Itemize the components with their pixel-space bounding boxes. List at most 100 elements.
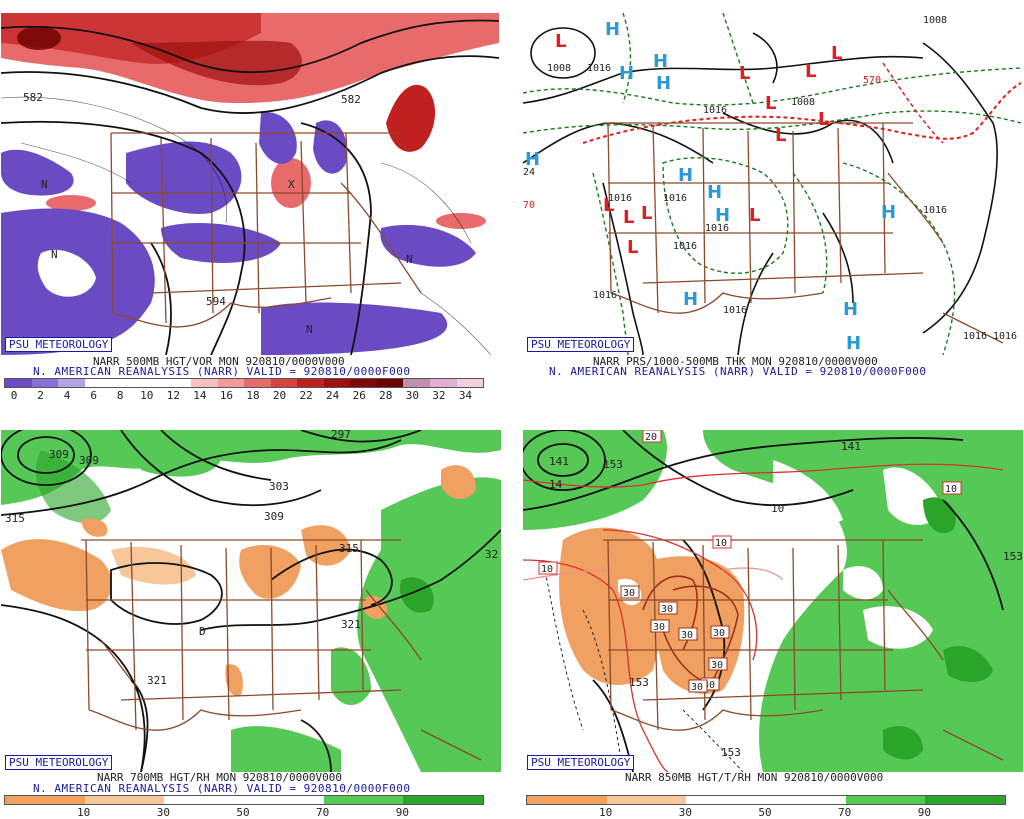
colorbar-tick-label: 18 [246, 389, 260, 402]
isobar-label: 1008 [547, 63, 571, 74]
high-pressure-marker: H [707, 182, 722, 203]
svg-text:10: 10 [715, 538, 727, 549]
brand-badge: PSU METEOROLOGY [527, 755, 635, 770]
colorbar-segment [244, 796, 324, 804]
panel-title-line2: N. AMERICAN REANALYSIS (NARR) VALID = 92… [33, 782, 411, 795]
isobar-label: 1016 [705, 223, 729, 234]
colorbar-tick-label: 6 [90, 389, 97, 402]
height-label: 153 [629, 676, 649, 689]
colorbar-segment [430, 379, 457, 387]
low-pressure-marker: L [775, 125, 786, 146]
colorbar-segment [84, 379, 112, 387]
colorbar-tick-label: 90 [395, 806, 409, 819]
panel-title-line1: NARR PRS/1000-500MB THK MON 920810/0000V… [593, 355, 878, 368]
high-pressure-marker: H [653, 51, 668, 72]
svg-text:10: 10 [945, 484, 957, 495]
isotherm-label-box: 10 [712, 535, 732, 549]
svg-text:30: 30 [653, 622, 665, 633]
high-pressure-marker: H [846, 333, 861, 354]
isobar-label: 1008 [923, 15, 947, 26]
height-label: 141 [549, 455, 569, 468]
colorbar-tick-label: 14 [193, 389, 207, 402]
panel-title-line2: N. AMERICAN REANALYSIS (NARR) VALID = 92… [33, 365, 411, 378]
high-pressure-marker: H [656, 73, 671, 94]
colorbar-segment [925, 796, 1006, 804]
svg-text:20: 20 [645, 432, 657, 443]
colorbar-tick-label: 8 [116, 389, 124, 402]
height-label: 321 [341, 618, 361, 631]
colorbar-tick-label: 30 [405, 389, 419, 402]
high-pressure-marker: H [525, 149, 540, 170]
colorbar-segment [323, 796, 404, 804]
temp-30-box: 30 [710, 625, 730, 639]
low-pressure-marker: L [623, 207, 634, 228]
colorbar-tick-label: 32 [432, 389, 446, 402]
map-500mb-vorticity: 582 582 594 X N N N N [1, 13, 499, 355]
height-label: 297 [331, 430, 351, 441]
colorbar-tick-label: 10 [599, 806, 613, 819]
svg-text:30: 30 [713, 628, 725, 639]
isotherm-label-box: 20 [642, 430, 662, 443]
low-pressure-marker: L [739, 63, 750, 84]
colorbar-segment [403, 379, 430, 387]
colorbar-segment [31, 379, 59, 387]
colorbar-segment [217, 379, 245, 387]
colorbar-segment [244, 379, 271, 387]
height-label: 303 [269, 480, 289, 493]
temp-30-box: 30 [650, 619, 670, 633]
height-label: 141 [841, 440, 861, 453]
map-700mb-rh: 309 309 315 303 309 315 321 321 D 297 32 [1, 430, 501, 772]
isobar-label: 1016 [703, 105, 727, 116]
colorbar-segment [403, 796, 484, 804]
rh-colorbar [526, 795, 1006, 805]
height-label: 153 [603, 458, 623, 471]
colorbar-tick-label: 70 [838, 806, 852, 819]
colorbar-segment [456, 379, 484, 387]
high-pressure-marker: H [843, 299, 858, 320]
isobar-label: 1016 [923, 205, 947, 216]
map-pressure-thickness: H H H H H H H H H H H H L L L L L L L L … [523, 13, 1021, 355]
panel-700mb-rh: 309 309 315 303 309 315 321 321 D 297 32… [1, 430, 501, 772]
colorbar-tick-label: 24 [326, 389, 340, 402]
colorbar-segment [845, 796, 926, 804]
colorbar-tick-label: 22 [299, 389, 313, 402]
low-pressure-marker: L [555, 31, 566, 52]
high-pressure-marker: H [683, 289, 698, 310]
colorbar-segment [164, 796, 245, 804]
svg-text:30: 30 [691, 682, 703, 693]
panel-850mb-temp-rh: 141 14 153 141 153 153 153 10 20 10 10 1… [523, 430, 1023, 772]
colorbar-tick-label: 16 [219, 389, 234, 402]
temp-30-box: 30 [688, 679, 708, 693]
colorbar-tick-label: 70 [316, 806, 330, 819]
vort-min-marker: N [306, 323, 313, 336]
rh-colorbar [4, 795, 484, 805]
isobar-label: 1016 [593, 290, 617, 301]
colorbar-tick-label: 10 [140, 389, 154, 402]
low-pressure-marker: L [765, 93, 776, 114]
colorbar-tick-label: 2 [37, 389, 44, 402]
low-pressure-marker: L [627, 237, 638, 258]
high-pressure-marker: H [619, 63, 634, 84]
rh-colorbar-ticks: 10 30 50 70 90 [4, 806, 482, 819]
height-label: D [199, 625, 206, 638]
svg-text:30: 30 [711, 660, 723, 671]
colorbar-tick-label: 28 [379, 389, 393, 402]
height-label: 309 [79, 454, 99, 467]
colorbar-segment [606, 796, 687, 804]
svg-text:10: 10 [541, 564, 553, 575]
colorbar-segment [190, 379, 218, 387]
colorbar-tick-label: 4 [63, 389, 71, 402]
colorbar-tick-label: 26 [352, 389, 366, 402]
contour-label: 582 [23, 91, 43, 104]
height-label: 309 [264, 510, 284, 523]
isobar-label: 1016 [723, 305, 747, 316]
colorbar-segment [270, 379, 298, 387]
colorbar-segment [350, 379, 377, 387]
isobar-label: 1016 [673, 241, 697, 252]
svg-text:30: 30 [623, 588, 635, 599]
colorbar-segment [84, 796, 165, 804]
colorbar-tick-label: 34 [458, 389, 473, 402]
height-label: 14 [549, 478, 563, 491]
vort-max-marker: X [288, 178, 295, 191]
isobar-label: 1016 [587, 63, 611, 74]
